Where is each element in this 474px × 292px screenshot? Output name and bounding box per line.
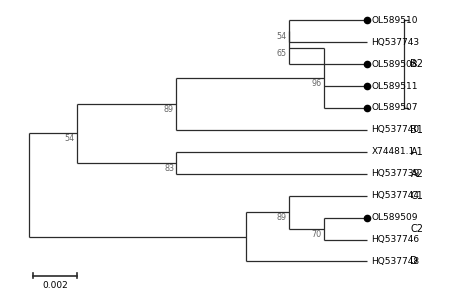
Text: HQ537748: HQ537748 <box>372 257 419 266</box>
Text: 65: 65 <box>277 49 287 58</box>
Text: HQ537743: HQ537743 <box>372 38 419 47</box>
Text: 96: 96 <box>311 79 321 88</box>
Text: B2: B2 <box>410 59 423 69</box>
Text: C2: C2 <box>410 224 423 234</box>
Text: OL589508: OL589508 <box>372 60 418 69</box>
Text: D: D <box>410 256 418 266</box>
Text: A1: A1 <box>410 147 423 157</box>
Text: 89: 89 <box>164 105 174 114</box>
Text: OL589507: OL589507 <box>372 103 418 112</box>
Text: 83: 83 <box>164 164 174 173</box>
Text: 0.002: 0.002 <box>42 281 68 289</box>
Text: HQ537740: HQ537740 <box>372 126 419 134</box>
Text: 89: 89 <box>277 213 287 222</box>
Text: OL589510: OL589510 <box>372 16 418 25</box>
Text: 70: 70 <box>311 230 321 239</box>
Text: OL589511: OL589511 <box>372 81 418 91</box>
Text: HQ537744: HQ537744 <box>372 191 419 200</box>
Text: B1: B1 <box>410 125 423 135</box>
Text: HQ537746: HQ537746 <box>372 235 419 244</box>
Text: OL589509: OL589509 <box>372 213 418 222</box>
Text: X74481.1: X74481.1 <box>372 147 415 156</box>
Text: HQ537739: HQ537739 <box>372 169 419 178</box>
Text: 54: 54 <box>277 32 287 41</box>
Text: A2: A2 <box>410 169 423 179</box>
Text: C1: C1 <box>410 191 423 201</box>
Text: 54: 54 <box>64 134 74 143</box>
